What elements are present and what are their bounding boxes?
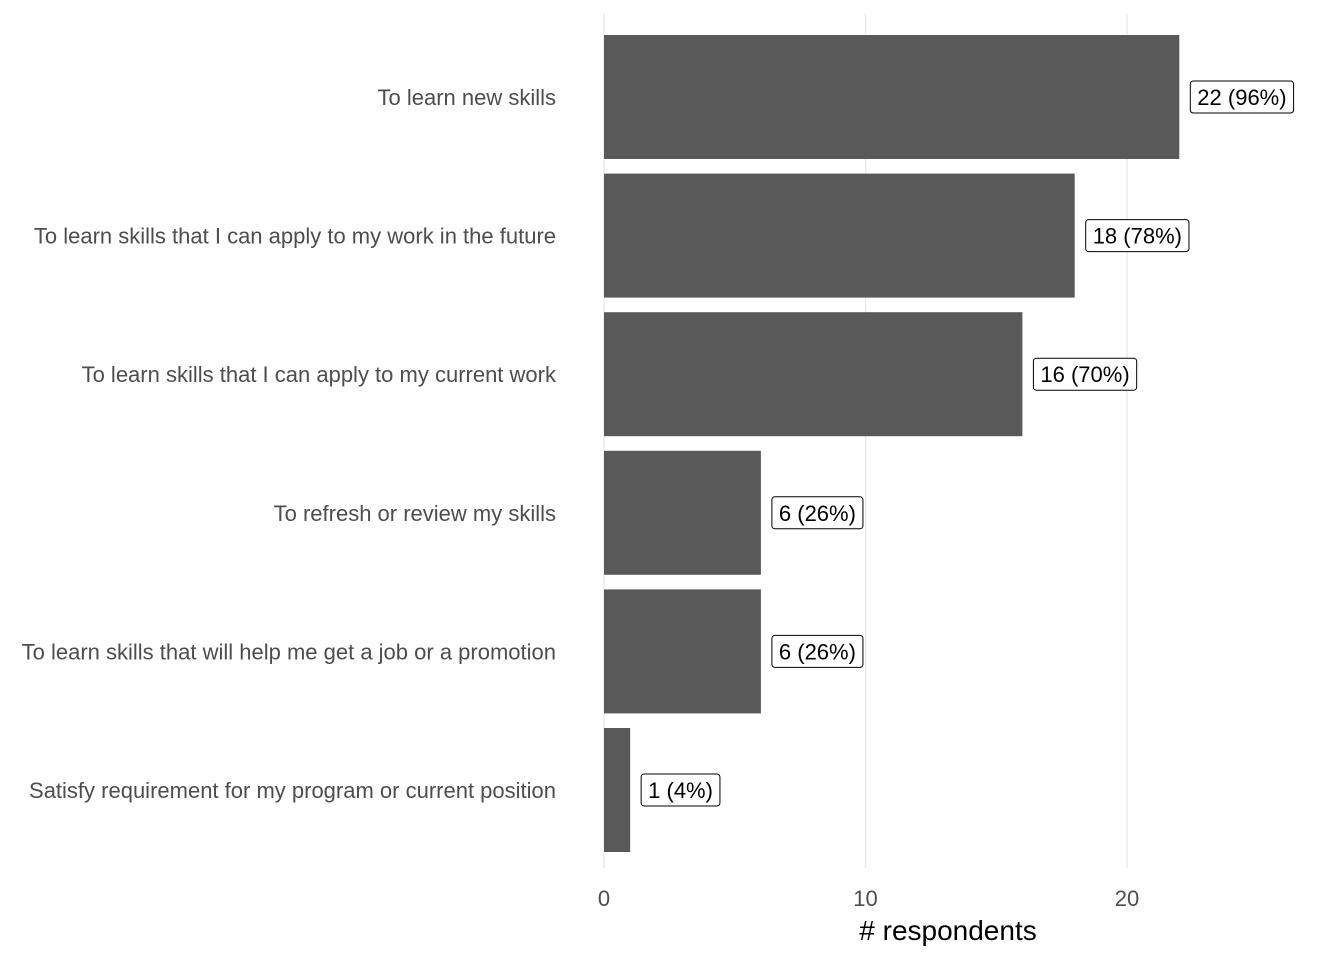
- data-label-text-6: 1 (4%): [648, 778, 713, 803]
- category-label-4: To refresh or review my skills: [274, 501, 556, 526]
- data-label-2: 18 (78%): [1085, 219, 1190, 253]
- data-label-text-5: 6 (26%): [779, 639, 856, 664]
- data-label-box-4: [771, 496, 864, 530]
- category-label-3: To learn skills that I can apply to my c…: [82, 362, 557, 387]
- category-labels: To learn new skills To learn skills that …: [22, 85, 557, 803]
- data-label-text-3: 16 (70%): [1040, 362, 1129, 387]
- data-label-text-1: 22 (96%): [1197, 85, 1286, 110]
- bar-4: [604, 450, 761, 575]
- x-axis-title: # respondents: [859, 915, 1036, 946]
- bar-6: [604, 728, 631, 852]
- data-label-box-2: [1085, 219, 1190, 253]
- bars: [604, 35, 1180, 852]
- category-label-6: Satisfy requirement for my program or cu…: [29, 778, 556, 803]
- data-labels: 22 (96%) 18 (78%) 16 (70%) 6 (26%) 6 (26%) 1 …: [640, 80, 1295, 807]
- data-label-text-2: 18 (78%): [1093, 224, 1182, 249]
- category-label-2: To learn skills that I can apply to my w…: [34, 224, 556, 249]
- x-tick-label-20: 20: [1115, 886, 1139, 911]
- x-tick-label-10: 10: [853, 886, 877, 911]
- bar-5: [604, 589, 761, 714]
- bar-2: [604, 173, 1075, 298]
- x-tick-label-0: 0: [598, 886, 610, 911]
- data-label-3: 16 (70%): [1032, 357, 1138, 391]
- data-label-6: 1 (4%): [640, 773, 721, 807]
- data-label-box-6: [640, 773, 721, 807]
- data-label-text-4: 6 (26%): [779, 501, 856, 526]
- category-label-1: To learn new skills: [377, 85, 556, 110]
- category-label-5: To learn skills that will help me get a …: [22, 639, 556, 664]
- bar-1: [604, 35, 1180, 159]
- data-label-1: 22 (96%): [1189, 80, 1295, 114]
- data-label-5: 6 (26%): [771, 634, 864, 668]
- bar-3: [604, 312, 1023, 437]
- data-label-box-5: [771, 634, 864, 668]
- x-tick-labels: 0 10 20: [598, 886, 1139, 911]
- data-label-4: 6 (26%): [771, 496, 864, 530]
- data-label-box-3: [1032, 357, 1138, 391]
- data-label-box-1: [1189, 80, 1295, 114]
